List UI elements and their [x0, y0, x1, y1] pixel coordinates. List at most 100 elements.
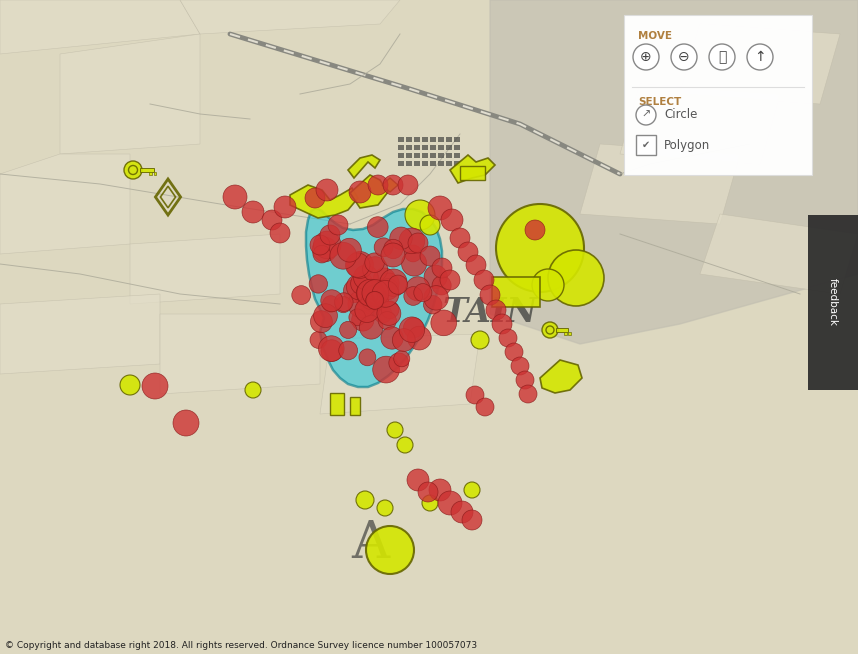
Circle shape — [480, 285, 500, 305]
Circle shape — [496, 204, 584, 292]
Polygon shape — [160, 314, 320, 394]
Circle shape — [429, 479, 451, 501]
Circle shape — [120, 375, 140, 395]
Circle shape — [316, 179, 338, 201]
Circle shape — [398, 175, 418, 195]
Circle shape — [462, 510, 482, 530]
Circle shape — [474, 270, 494, 290]
Circle shape — [346, 253, 370, 277]
Circle shape — [355, 298, 379, 322]
Bar — [636, 135, 656, 155]
Bar — [154, 172, 156, 175]
Circle shape — [367, 216, 388, 237]
Circle shape — [323, 296, 339, 312]
Circle shape — [337, 238, 361, 262]
Bar — [438, 137, 444, 142]
Polygon shape — [348, 155, 380, 178]
Circle shape — [381, 243, 405, 267]
Circle shape — [360, 288, 389, 315]
Bar — [430, 161, 436, 166]
Circle shape — [542, 322, 558, 338]
FancyBboxPatch shape — [624, 15, 812, 175]
Bar — [460, 166, 485, 180]
Circle shape — [532, 269, 564, 301]
Circle shape — [363, 256, 388, 282]
Circle shape — [351, 272, 373, 295]
Bar — [454, 137, 460, 142]
Circle shape — [406, 277, 430, 301]
Bar — [446, 153, 452, 158]
Circle shape — [353, 265, 378, 290]
Circle shape — [365, 253, 384, 273]
Circle shape — [321, 290, 342, 312]
Text: ↑: ↑ — [754, 50, 766, 64]
Circle shape — [328, 215, 348, 235]
Circle shape — [383, 175, 403, 195]
Circle shape — [242, 201, 264, 223]
Circle shape — [362, 280, 389, 307]
Circle shape — [366, 292, 384, 309]
Text: Polygon: Polygon — [664, 139, 710, 152]
Bar — [398, 161, 404, 166]
Circle shape — [363, 286, 386, 309]
Circle shape — [492, 314, 512, 334]
Circle shape — [471, 331, 489, 349]
Circle shape — [361, 290, 381, 310]
Circle shape — [399, 317, 425, 343]
Circle shape — [356, 280, 383, 307]
Circle shape — [405, 245, 421, 262]
Circle shape — [380, 269, 408, 296]
Bar — [414, 137, 420, 142]
Circle shape — [372, 356, 400, 383]
Text: ⤢: ⤢ — [718, 50, 726, 64]
Bar — [808, 215, 858, 390]
Bar — [414, 153, 420, 158]
Bar — [140, 167, 154, 172]
Bar — [454, 153, 460, 158]
Circle shape — [314, 303, 337, 328]
Circle shape — [466, 386, 484, 404]
Circle shape — [511, 357, 529, 375]
Polygon shape — [0, 294, 160, 374]
Circle shape — [422, 495, 438, 511]
Circle shape — [311, 311, 332, 333]
Circle shape — [438, 491, 462, 515]
Circle shape — [173, 410, 199, 436]
Bar — [398, 153, 404, 158]
Text: © Copyright and database right 2018. All rights reserved. Ordnance Survey licenc: © Copyright and database right 2018. All… — [5, 641, 477, 650]
Circle shape — [418, 482, 438, 502]
Circle shape — [270, 223, 290, 243]
Circle shape — [428, 196, 452, 220]
Circle shape — [339, 341, 358, 360]
Bar — [406, 137, 412, 142]
Polygon shape — [450, 155, 495, 183]
Circle shape — [360, 281, 384, 305]
Circle shape — [378, 311, 396, 330]
Circle shape — [142, 373, 168, 399]
Circle shape — [519, 385, 537, 403]
Text: MOVE: MOVE — [638, 31, 672, 41]
Circle shape — [366, 292, 383, 309]
Circle shape — [389, 275, 408, 294]
Circle shape — [747, 44, 773, 70]
Circle shape — [292, 286, 311, 305]
Polygon shape — [60, 34, 200, 154]
Bar — [422, 161, 428, 166]
Text: ✔: ✔ — [642, 140, 650, 150]
Circle shape — [432, 258, 452, 278]
Bar — [454, 161, 460, 166]
Circle shape — [377, 301, 401, 326]
Circle shape — [343, 279, 367, 303]
Circle shape — [458, 242, 478, 262]
Circle shape — [424, 266, 447, 288]
Circle shape — [357, 298, 374, 316]
Text: Circle: Circle — [664, 109, 698, 122]
Bar — [438, 145, 444, 150]
Circle shape — [636, 105, 656, 125]
Text: SELECT: SELECT — [638, 97, 681, 107]
Bar — [438, 161, 444, 166]
Circle shape — [365, 286, 389, 311]
Circle shape — [305, 188, 325, 208]
Polygon shape — [620, 84, 780, 164]
Circle shape — [357, 300, 373, 317]
